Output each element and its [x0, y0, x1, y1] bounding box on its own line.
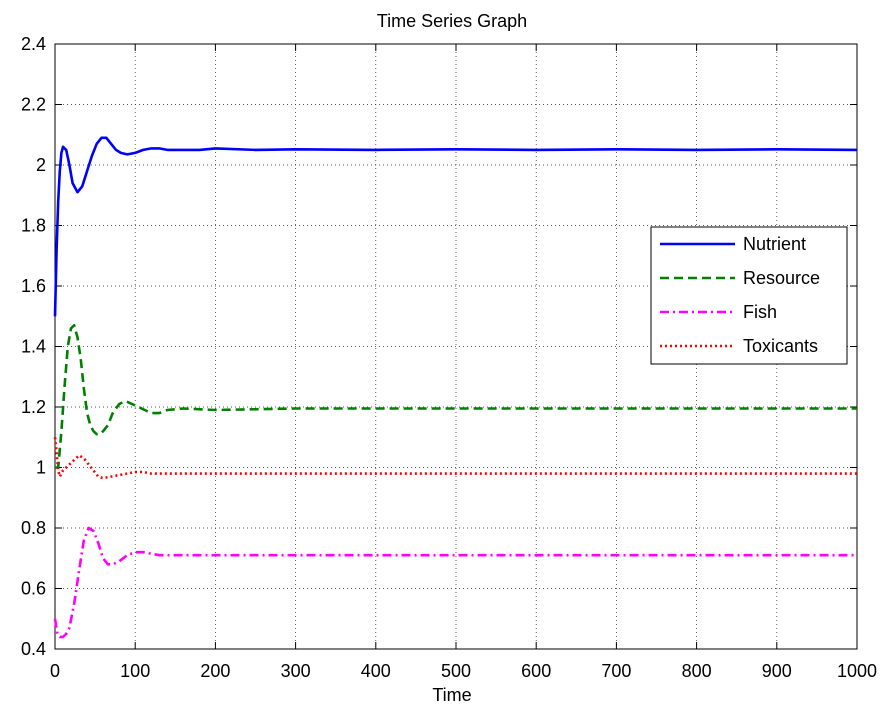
- y-tick-label: 0.6: [21, 579, 46, 599]
- chart-title: Time Series Graph: [377, 11, 527, 31]
- y-tick-label: 1.4: [21, 337, 46, 357]
- x-tick-label: 700: [601, 661, 631, 681]
- legend-label-toxicants: Toxicants: [743, 336, 818, 356]
- x-axis-label: Time: [432, 685, 471, 705]
- x-tick-label: 200: [200, 661, 230, 681]
- x-tick-label: 500: [441, 661, 471, 681]
- y-tick-label: 0.8: [21, 518, 46, 538]
- y-tick-label: 1.8: [21, 216, 46, 236]
- legend-label-nutrient: Nutrient: [743, 234, 806, 254]
- y-tick-label: 1.2: [21, 397, 46, 417]
- x-tick-label: 600: [521, 661, 551, 681]
- y-tick-label: 0.4: [21, 639, 46, 659]
- x-tick-label: 1000: [837, 661, 877, 681]
- y-tick-label: 2.2: [21, 95, 46, 115]
- y-tick-label: 1: [36, 458, 46, 478]
- x-tick-label: 900: [762, 661, 792, 681]
- x-tick-label: 100: [120, 661, 150, 681]
- y-tick-label: 1.6: [21, 276, 46, 296]
- legend-label-fish: Fish: [743, 302, 777, 322]
- legend-label-resource: Resource: [743, 268, 820, 288]
- x-tick-label: 400: [361, 661, 391, 681]
- y-tick-label: 2.4: [21, 34, 46, 54]
- legend: Nutrient Resource Fish Toxicants: [651, 227, 847, 364]
- x-tick-label: 300: [281, 661, 311, 681]
- y-tick-label: 2: [36, 155, 46, 175]
- x-tick-label: 0: [50, 661, 60, 681]
- x-tick-label: 800: [682, 661, 712, 681]
